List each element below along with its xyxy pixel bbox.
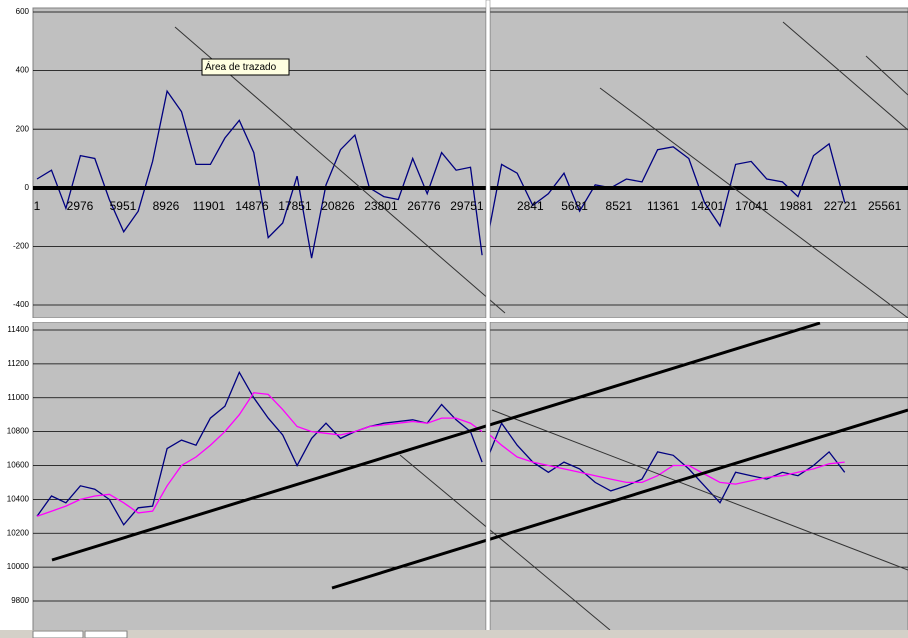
sheet-tab[interactable] bbox=[32, 630, 84, 638]
x-tick-label: 17851 bbox=[278, 199, 312, 213]
x-tick-label: 1 bbox=[34, 199, 41, 213]
x-tick-label: 5681 bbox=[561, 199, 588, 213]
y-tick-label: 10600 bbox=[7, 461, 30, 470]
y-tick-label: 9800 bbox=[11, 596, 29, 605]
y-tick-label: 10400 bbox=[7, 494, 30, 503]
sheet-tab[interactable] bbox=[84, 630, 128, 638]
data-line bbox=[36, 89, 483, 259]
x-tick-label: 14201 bbox=[691, 199, 725, 213]
sheet-tabs-bar bbox=[0, 630, 908, 638]
channel-line[interactable] bbox=[51, 321, 821, 562]
trend-line[interactable] bbox=[599, 87, 908, 319]
series bbox=[36, 89, 846, 526]
data-line bbox=[490, 421, 846, 504]
data-line bbox=[490, 142, 846, 229]
tooltip-box bbox=[201, 58, 290, 76]
x-tick-label: 20826 bbox=[321, 199, 355, 213]
drawn-lines bbox=[33, 21, 908, 631]
y-tick-label: 200 bbox=[16, 124, 30, 133]
y-tick-label: 11000 bbox=[7, 393, 29, 402]
x-tick-label: 23801 bbox=[364, 199, 398, 213]
x-tick-label: 19881 bbox=[779, 199, 813, 213]
y-tick-label: -400 bbox=[13, 300, 30, 309]
x-tick-label: 22721 bbox=[824, 199, 858, 213]
y-tick-label: 11400 bbox=[7, 325, 29, 334]
x-tick-label: 11361 bbox=[647, 199, 680, 213]
x-tick-label: 8926 bbox=[153, 199, 180, 213]
axis-labels: -400 -200 0 200 400 600 1 2976 5951 8926 11901 1487… bbox=[7, 7, 902, 605]
trend-line[interactable] bbox=[865, 55, 908, 96]
channel-line[interactable] bbox=[331, 408, 908, 590]
x-tick-label: 29751 bbox=[450, 199, 484, 213]
y-tick-label: 10800 bbox=[7, 427, 30, 436]
y-tick-label: 10200 bbox=[7, 528, 30, 537]
data-line bbox=[490, 434, 845, 485]
y-tick-label: 600 bbox=[16, 7, 30, 16]
x-tick-label: 26776 bbox=[407, 199, 441, 213]
plot-area[interactable] bbox=[32, 321, 487, 633]
tooltip-text: Área de trazado bbox=[205, 60, 277, 73]
x-tick-label: 2841 bbox=[517, 199, 544, 213]
y-tick-label: 400 bbox=[16, 66, 30, 75]
x-tick-label: 25561 bbox=[868, 199, 902, 213]
x-tick-label: 17041 bbox=[735, 199, 769, 213]
data-line bbox=[36, 370, 483, 526]
y-tick-label: 11200 bbox=[7, 359, 29, 368]
x-tick-label: 8521 bbox=[606, 199, 633, 213]
tooltip: Área de trazado bbox=[201, 58, 290, 76]
y-tick-label: -200 bbox=[13, 242, 30, 251]
plot-backgrounds bbox=[32, 7, 908, 633]
trend-line[interactable] bbox=[399, 454, 611, 631]
plot-area[interactable] bbox=[32, 7, 487, 319]
x-tick-label: 5951 bbox=[110, 199, 137, 213]
x-tick-label: 2976 bbox=[67, 199, 94, 213]
plot-area[interactable] bbox=[489, 321, 908, 633]
trend-line[interactable] bbox=[491, 409, 908, 571]
y-tick-label: 0 bbox=[25, 183, 30, 192]
chart-gap bbox=[0, 318, 908, 322]
trend-line[interactable] bbox=[782, 21, 908, 131]
x-tick-label: 11901 bbox=[193, 199, 226, 213]
y-tick-label: 10000 bbox=[7, 562, 30, 571]
data-line bbox=[36, 392, 483, 517]
x-tick-label: 14876 bbox=[235, 199, 269, 213]
